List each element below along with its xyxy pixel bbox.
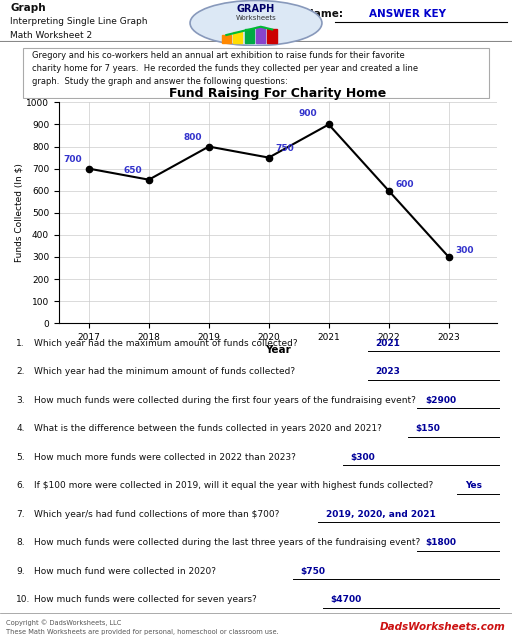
Text: 2021: 2021 bbox=[375, 339, 400, 348]
Bar bbox=[256, 27, 265, 44]
Text: 700: 700 bbox=[64, 155, 82, 164]
Text: Copyright © DadsWorksheets, LLC
These Math Worksheets are provided for personal,: Copyright © DadsWorksheets, LLC These Ma… bbox=[6, 619, 279, 634]
Text: $300: $300 bbox=[350, 453, 375, 462]
Text: Graph: Graph bbox=[10, 3, 46, 13]
Text: 2023: 2023 bbox=[375, 367, 400, 376]
Text: 650: 650 bbox=[124, 166, 142, 175]
Text: How much funds were collected during the first four years of the fundraising eve: How much funds were collected during the… bbox=[34, 396, 416, 405]
Text: 2.: 2. bbox=[16, 367, 25, 376]
Text: Which year had the minimum amount of funds collected?: Which year had the minimum amount of fun… bbox=[34, 367, 295, 376]
Text: 750: 750 bbox=[275, 143, 294, 153]
Text: $4700: $4700 bbox=[331, 595, 362, 604]
Y-axis label: Funds Collected (In $): Funds Collected (In $) bbox=[14, 163, 24, 262]
Text: Worksheets: Worksheets bbox=[236, 15, 276, 21]
Text: $150: $150 bbox=[415, 424, 440, 433]
Text: ANSWER KEY: ANSWER KEY bbox=[369, 9, 445, 19]
Text: 4.: 4. bbox=[16, 424, 25, 433]
Text: How much funds were collected for seven years?: How much funds were collected for seven … bbox=[34, 595, 257, 604]
Text: 1.: 1. bbox=[16, 339, 25, 348]
Text: 8.: 8. bbox=[16, 538, 25, 547]
Text: Name:: Name: bbox=[305, 9, 343, 19]
Text: DadsWorksheets.com: DadsWorksheets.com bbox=[380, 622, 506, 632]
Text: $2900: $2900 bbox=[425, 396, 456, 405]
Text: 3.: 3. bbox=[16, 396, 25, 405]
FancyBboxPatch shape bbox=[23, 48, 489, 98]
Text: GRAPH: GRAPH bbox=[237, 4, 275, 14]
Text: How much more funds were collected in 2022 than 2023?: How much more funds were collected in 20… bbox=[34, 453, 296, 462]
Text: 7.: 7. bbox=[16, 510, 25, 519]
Bar bbox=[245, 29, 254, 44]
Text: What is the difference between the funds collected in years 2020 and 2021?: What is the difference between the funds… bbox=[34, 424, 382, 433]
Text: 800: 800 bbox=[184, 132, 202, 141]
Text: Interpreting Single Line Graph: Interpreting Single Line Graph bbox=[10, 17, 148, 26]
Text: Yes: Yes bbox=[465, 481, 482, 490]
Text: 2019, 2020, and 2021: 2019, 2020, and 2021 bbox=[326, 510, 435, 519]
Text: 300: 300 bbox=[456, 246, 474, 255]
Text: 6.: 6. bbox=[16, 481, 25, 490]
Text: Which year had the maximum amount of funds collected?: Which year had the maximum amount of fun… bbox=[34, 339, 297, 348]
Text: 900: 900 bbox=[298, 109, 317, 118]
X-axis label: Year: Year bbox=[265, 345, 291, 355]
Text: Which year/s had fund collections of more than $700?: Which year/s had fund collections of mor… bbox=[34, 510, 280, 519]
Text: How much funds were collected during the last three years of the fundraising eve: How much funds were collected during the… bbox=[34, 538, 420, 547]
Text: Math Worksheet 2: Math Worksheet 2 bbox=[10, 31, 92, 40]
Bar bbox=[267, 29, 277, 44]
Text: Gregory and his co-workers held an annual art exhibition to raise funds for thei: Gregory and his co-workers held an annua… bbox=[32, 51, 418, 86]
Ellipse shape bbox=[190, 1, 322, 45]
Title: Fund Raising For Charity Home: Fund Raising For Charity Home bbox=[169, 87, 387, 100]
Text: $1800: $1800 bbox=[425, 538, 456, 547]
Text: 10.: 10. bbox=[16, 595, 31, 604]
Text: 600: 600 bbox=[396, 180, 414, 189]
Bar bbox=[233, 32, 242, 44]
Text: If $100 more were collected in 2019, will it equal the year with highest funds c: If $100 more were collected in 2019, wil… bbox=[34, 481, 433, 490]
Text: 5.: 5. bbox=[16, 453, 25, 462]
Text: How much fund were collected in 2020?: How much fund were collected in 2020? bbox=[34, 567, 216, 576]
Bar bbox=[222, 35, 231, 44]
Text: $750: $750 bbox=[301, 567, 326, 576]
Text: 9.: 9. bbox=[16, 567, 25, 576]
